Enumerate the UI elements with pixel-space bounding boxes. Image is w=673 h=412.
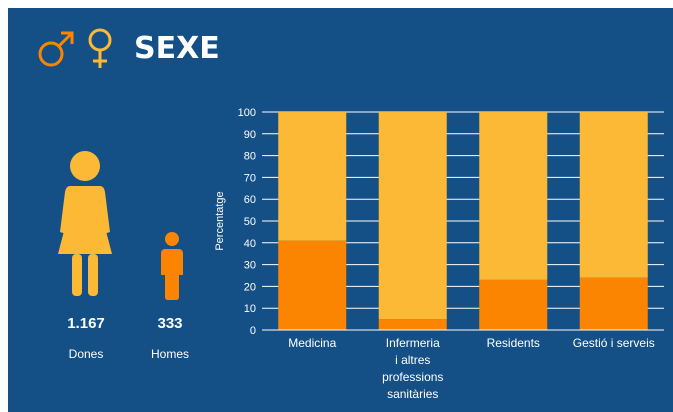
bar-segment [579, 277, 648, 330]
y-tick-label: 20 [244, 281, 256, 293]
male-symbol-icon [38, 31, 74, 67]
y-tick-label: 40 [244, 238, 256, 250]
y-tick-label: 50 [244, 216, 256, 228]
bar-segment [579, 112, 648, 278]
women-count: 1.167 [67, 315, 105, 332]
page-title: SEXE [134, 30, 220, 66]
bar-segment [378, 112, 447, 320]
female-symbol-icon [88, 28, 112, 68]
y-tick-label: 0 [250, 325, 256, 337]
x-tick-label: Medicina [288, 336, 336, 350]
x-tick-label: Residents [487, 336, 540, 350]
bar-segment [278, 112, 347, 241]
women-label: Dones [68, 347, 104, 361]
y-tick-label: 80 [244, 151, 256, 163]
x-tick-label: Gestió i serveis [573, 336, 655, 350]
men-count: 333 [157, 315, 183, 332]
bar-segment [479, 279, 548, 330]
y-tick-label: 90 [244, 129, 256, 141]
y-tick-label: 30 [244, 260, 256, 272]
x-tick-label: Infermeria [386, 336, 440, 350]
stacked-bar-chart: 0 10 20 30 40 50 60 70 80 90 100 Percentatge Medicin… [214, 107, 664, 401]
man-icon [161, 232, 183, 300]
y-axis-label: Percentatge [214, 191, 226, 250]
bar-segment [278, 240, 347, 330]
bar-segment [378, 319, 447, 330]
y-tick-label: 70 [244, 172, 256, 184]
infographic-panel: SEXE 1.167 Dones 333 Homes 0 10 20 30 40 50 60… [8, 8, 673, 412]
y-tick-label: 60 [244, 194, 256, 206]
woman-icon [58, 151, 112, 296]
bar-segment [479, 112, 548, 280]
y-tick-label: 100 [238, 107, 256, 119]
title-row: SEXE [36, 26, 220, 70]
x-tick-label: professions [382, 370, 443, 384]
y-tick-label: 10 [244, 303, 256, 315]
x-tick-label: i altres [395, 353, 430, 367]
men-label: Homes [150, 347, 189, 361]
x-tick-label: sanitàries [387, 387, 438, 401]
